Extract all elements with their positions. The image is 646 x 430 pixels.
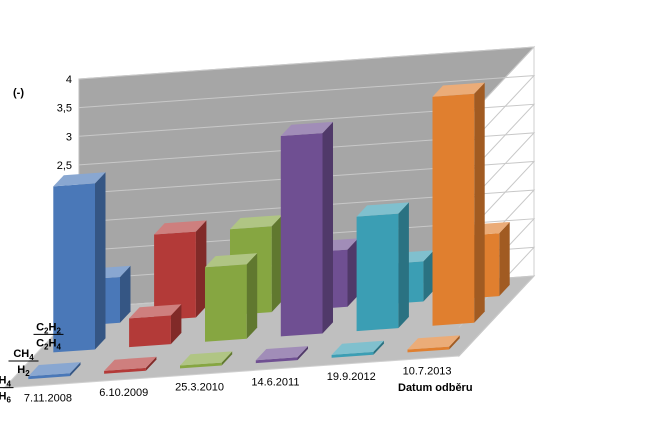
bar-top <box>180 351 233 366</box>
bar-side <box>297 346 308 361</box>
bar <box>255 346 308 364</box>
category-label: 6.10.2009 <box>99 387 148 399</box>
series-label-denominator: H2​ <box>17 364 30 378</box>
bar-top <box>407 335 460 350</box>
series-label: C2​H4​ C2​H6​ <box>0 375 14 405</box>
bar-side <box>271 215 283 313</box>
series-label-numerator: C2​H4​ <box>0 375 11 389</box>
bar-side <box>347 238 358 307</box>
bar <box>104 356 157 374</box>
bar-front <box>180 362 222 369</box>
bar-side <box>70 362 81 377</box>
bar-top <box>432 82 485 97</box>
bar <box>180 351 233 369</box>
bar <box>28 362 81 380</box>
category-label: 7.11.2008 <box>24 392 72 404</box>
bar <box>432 82 485 326</box>
bar-top <box>104 356 157 371</box>
bar-top <box>53 172 106 187</box>
series-label-denominator: C2​H6​ <box>0 391 11 405</box>
bar-front <box>255 357 298 364</box>
y-tick-label: 2,5 <box>57 160 72 172</box>
bar-side <box>423 250 434 302</box>
bar <box>331 340 384 358</box>
bar-front <box>331 351 374 358</box>
bar-front <box>104 367 146 374</box>
bar-side <box>373 340 384 355</box>
bar-front <box>205 264 247 342</box>
bar-front <box>28 373 70 380</box>
bars <box>28 82 510 380</box>
bar-side <box>195 220 207 318</box>
bar-front <box>129 315 171 348</box>
bar-top <box>331 340 384 355</box>
bar-side <box>449 335 460 350</box>
bar-top <box>129 304 182 319</box>
bar-front <box>154 231 196 321</box>
y-tick-label: 4 <box>66 74 72 86</box>
bar-side <box>322 121 333 334</box>
bar-side <box>499 222 510 297</box>
series-label: C2​H2​ C2​H4​ <box>33 321 64 351</box>
series-label-numerator: CH4​ <box>13 348 34 362</box>
category-label: 19.9.2012 <box>327 371 376 383</box>
series-label: CH4​ H2​ <box>8 348 39 378</box>
y-tick-label: 3 <box>66 131 72 143</box>
bar-top <box>255 346 308 361</box>
bar-side <box>120 265 131 323</box>
bar <box>407 335 460 353</box>
category-label: 10.7.2013 <box>403 366 452 378</box>
bar <box>154 220 207 321</box>
bar-top <box>28 362 81 377</box>
bar-top <box>280 121 333 136</box>
bar <box>53 172 106 353</box>
bar-top <box>230 215 283 230</box>
bar-front <box>407 346 450 353</box>
category-label: 14.6.2011 <box>251 376 299 388</box>
bar <box>129 304 182 348</box>
bar-side <box>145 356 157 371</box>
series-label-denominator: C2​H4​ <box>36 337 61 351</box>
series-axis-labels: C2​H2​C2​H4​CH4​H2​C2​H4​C2​H6​ <box>0 321 64 405</box>
bar <box>205 253 258 342</box>
bar-side <box>95 172 106 350</box>
bar-front <box>53 183 95 353</box>
series-label-numerator: C2​H2​ <box>36 321 61 335</box>
bar-side <box>246 253 258 339</box>
bar <box>280 121 333 337</box>
bar-side <box>474 82 485 323</box>
y-tick-label: 3,5 <box>57 103 72 115</box>
category-label: 25.3.2010 <box>175 382 224 394</box>
bar-side <box>170 304 182 345</box>
bar-side <box>398 202 409 329</box>
x-axis-title: Datum odběru <box>398 382 473 394</box>
bar-front <box>280 133 323 337</box>
x-axis-category-labels: 7.11.2008 6.10.2009 25.3.2010 14.6.2011 19.9… <box>24 366 452 405</box>
bar-top <box>154 220 207 235</box>
bar-front <box>432 93 475 326</box>
y-axis-title: (-) <box>13 87 24 99</box>
bar-front <box>356 213 399 332</box>
bar-side <box>221 351 233 366</box>
bar <box>356 202 409 332</box>
bar-top <box>356 202 409 217</box>
bar-top <box>205 253 258 268</box>
